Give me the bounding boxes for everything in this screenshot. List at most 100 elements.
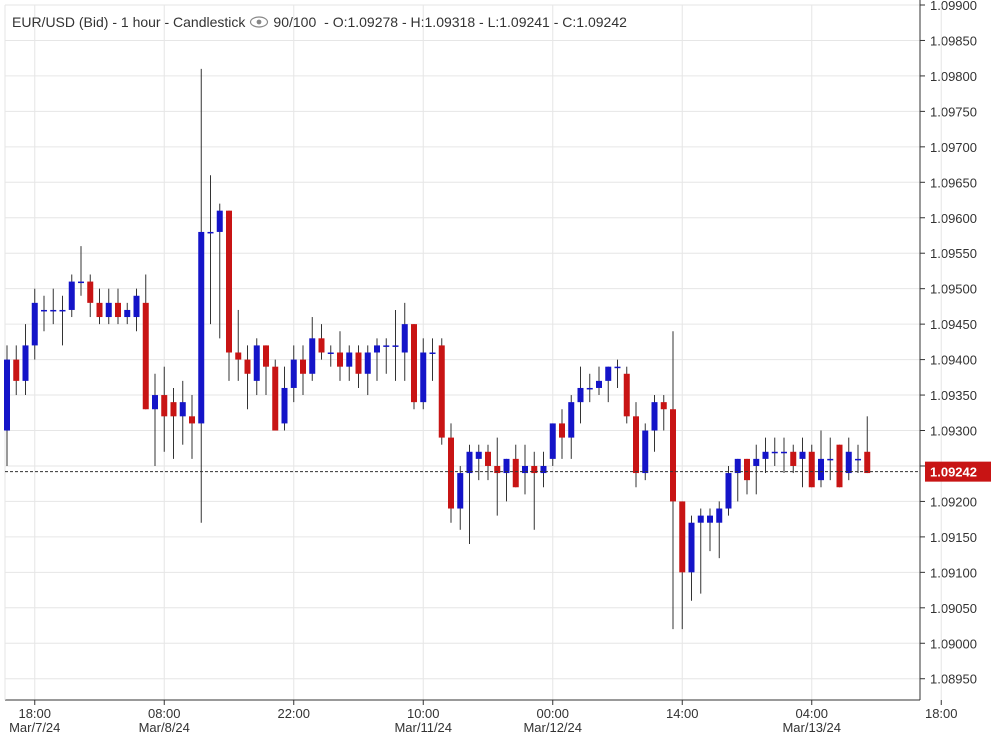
candle[interactable] [374,338,380,381]
candle[interactable] [401,302,408,381]
candle[interactable] [300,345,306,396]
candle[interactable] [105,288,112,325]
candle-body-up [596,380,602,388]
candle[interactable] [170,387,177,459]
candle[interactable] [4,345,10,466]
candle[interactable] [697,508,704,594]
candle[interactable] [577,366,584,424]
candle[interactable] [559,409,565,459]
candle[interactable] [614,359,621,388]
candle[interactable] [59,295,66,346]
candle[interactable] [836,444,843,488]
y-tick-label: 1.09450 [930,317,977,332]
candle[interactable] [142,274,149,410]
candle[interactable] [309,317,316,381]
candle[interactable] [50,288,57,325]
candle[interactable] [633,402,639,488]
candle[interactable] [152,373,158,466]
candle[interactable] [808,444,815,488]
candle[interactable] [762,437,769,474]
candle[interactable] [392,309,399,381]
candle[interactable] [670,331,676,630]
candle[interactable] [549,423,556,466]
candle[interactable] [189,395,195,459]
candle[interactable] [364,345,371,396]
candle[interactable] [115,288,121,325]
candle[interactable] [272,359,279,431]
candle[interactable] [679,501,686,630]
candle[interactable] [753,444,760,495]
candle[interactable] [734,458,741,502]
candle[interactable] [41,295,47,332]
candle[interactable] [651,395,658,452]
candle[interactable] [744,458,750,495]
candle[interactable] [799,437,806,488]
candle[interactable] [512,444,519,488]
candle[interactable] [411,324,417,410]
candle[interactable] [818,430,824,488]
candle[interactable] [216,203,223,339]
candle[interactable] [586,373,593,403]
candle[interactable] [522,444,528,495]
candle[interactable] [124,302,131,325]
candle[interactable] [790,444,797,474]
candle[interactable] [327,345,334,367]
candle[interactable] [244,345,251,410]
candle[interactable] [688,515,695,601]
candle[interactable] [13,345,20,396]
candle[interactable] [207,175,214,325]
candle[interactable] [660,395,667,431]
candle[interactable] [179,380,186,445]
candle[interactable] [448,423,454,523]
candle[interactable] [281,366,288,431]
candle[interactable] [642,423,649,481]
candle[interactable] [725,465,732,516]
candle[interactable] [503,458,510,502]
candle[interactable] [855,444,861,474]
candle[interactable] [161,366,168,452]
candle[interactable] [31,288,38,360]
candle[interactable] [771,437,778,466]
candle[interactable] [494,437,501,516]
candle[interactable] [596,366,602,396]
candle[interactable] [318,324,325,360]
candle[interactable] [781,437,787,474]
candle[interactable] [707,508,713,552]
candle[interactable] [568,395,575,459]
candle[interactable] [485,444,491,481]
candle[interactable] [845,437,852,481]
candle[interactable] [475,444,482,481]
candle[interactable] [864,416,871,474]
candle[interactable] [87,274,94,318]
candle[interactable] [420,338,427,410]
candle[interactable] [355,345,362,388]
candle[interactable] [253,338,260,396]
candle[interactable] [605,366,612,403]
candle[interactable] [466,444,473,544]
candle[interactable] [540,451,547,488]
candle[interactable] [531,451,538,530]
candle-body-up [651,402,658,431]
candle[interactable] [96,288,103,325]
candle[interactable] [429,338,436,381]
candle[interactable] [716,501,723,559]
candle[interactable] [263,345,269,396]
candle[interactable] [827,437,834,481]
candle[interactable] [290,345,297,403]
candle[interactable] [337,331,343,381]
candle[interactable] [438,338,445,445]
candle[interactable] [68,274,75,318]
candle[interactable] [226,210,232,381]
candle[interactable] [623,366,630,424]
candle[interactable] [346,345,353,381]
candle-body-down [142,302,149,410]
candle[interactable] [235,309,242,381]
candle[interactable] [457,465,464,530]
candle[interactable] [383,338,390,374]
candle[interactable] [22,324,29,396]
candle[interactable] [133,288,140,332]
eye-icon[interactable] [249,15,269,29]
candle[interactable] [198,68,205,523]
candle[interactable] [78,246,84,296]
